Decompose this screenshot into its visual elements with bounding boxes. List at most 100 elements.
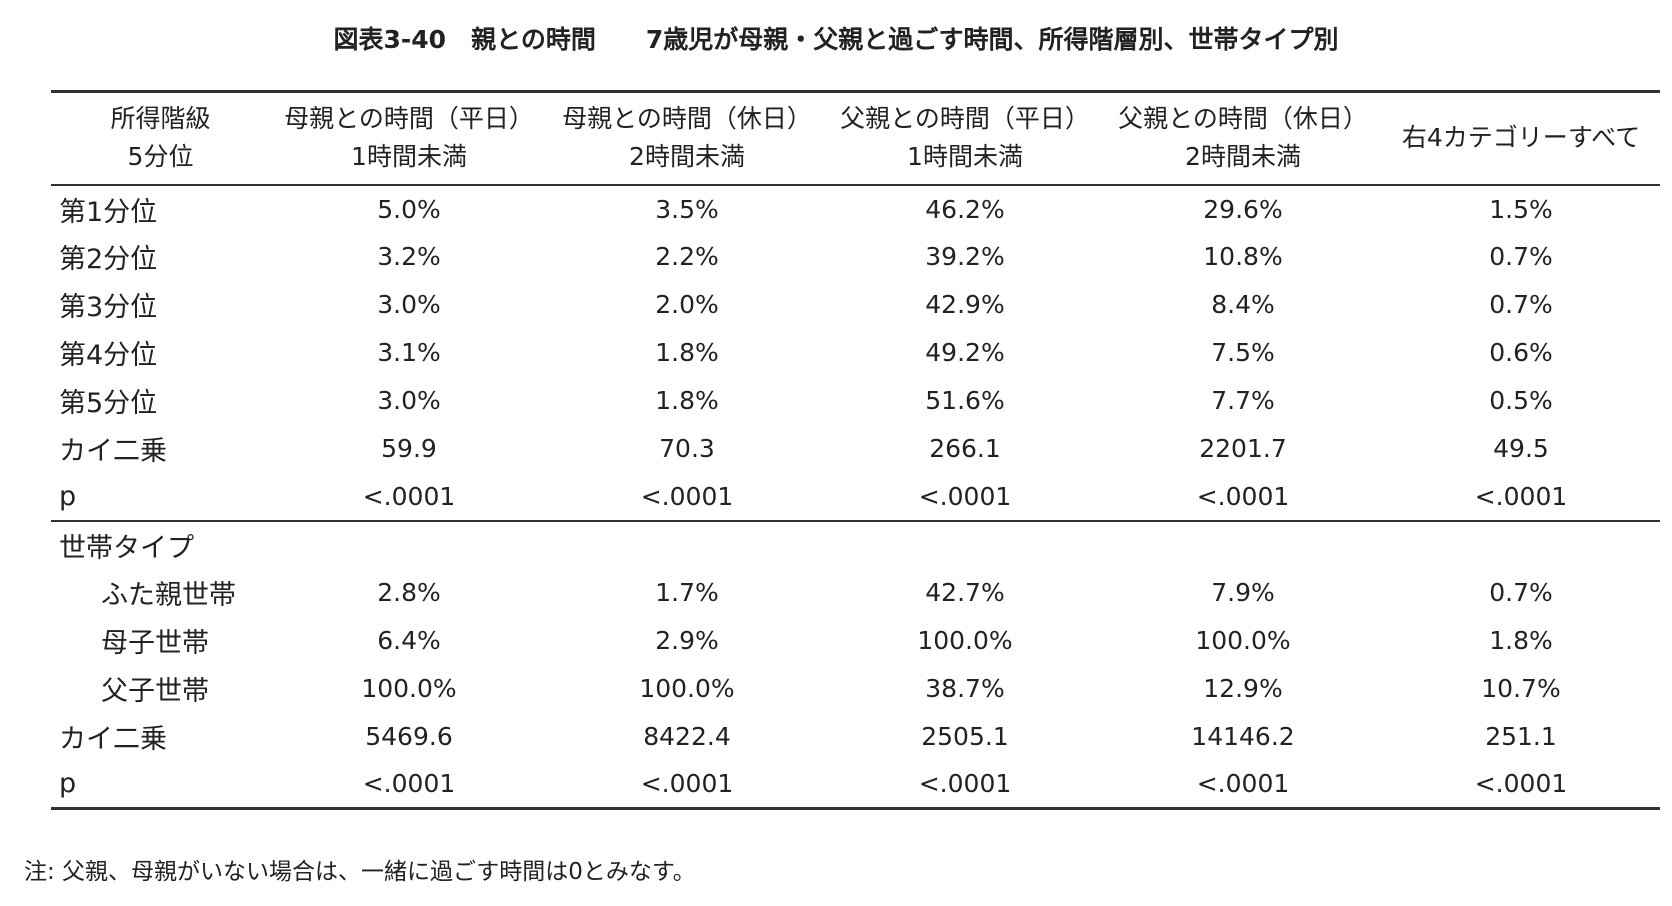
- cell: <.0001: [1196, 481, 1290, 511]
- header-line: 母親との時間（平日）: [284, 104, 534, 134]
- table-row: ふた親世帯 2.8% 1.7% 42.7% 7.9% 0.7%: [51, 569, 1660, 617]
- table-header: 所得階級 5分位 母親との時間（平日） 1時間未満 母親との時間（休日） 2時間未満 父親と…: [51, 91, 1660, 185]
- cell: <.0001: [1196, 769, 1290, 799]
- cell: 251.1: [1485, 722, 1557, 751]
- cell: 100.0%: [361, 674, 457, 703]
- cell: 38.7%: [925, 674, 1005, 703]
- cell: 0.5%: [1489, 386, 1553, 415]
- header-line: 1時間未満: [907, 142, 1023, 172]
- row-label: 母子世帯: [101, 628, 209, 659]
- header-cell: 母親との時間（休日） 2時間未満: [548, 92, 826, 185]
- cell: <.0001: [640, 769, 734, 799]
- cell: 266.1: [929, 434, 1001, 463]
- cell: <.0001: [640, 481, 734, 511]
- table-row: p <.0001 <.0001 <.0001 <.0001 <.0001: [51, 761, 1660, 809]
- row-label: カイ二乗: [59, 436, 167, 467]
- table-row: 母子世帯 6.4% 2.9% 100.0% 100.0% 1.8%: [51, 617, 1660, 665]
- row-label: 第4分位: [59, 340, 158, 371]
- header-cell: 母親との時間（平日） 1時間未満: [270, 92, 548, 185]
- data-table: 所得階級 5分位 母親との時間（平日） 1時間未満 母親との時間（休日） 2時間未満 父親と…: [51, 90, 1660, 810]
- row-label: カイ二乗: [59, 724, 167, 755]
- header-line: 2時間未満: [1185, 142, 1301, 172]
- cell: 3.5%: [655, 194, 719, 224]
- cell: 49.5: [1493, 434, 1549, 463]
- cell: 70.3: [659, 434, 715, 463]
- cell: 5469.6: [365, 722, 453, 751]
- cell: 46.2%: [925, 194, 1005, 224]
- cell: 1.8%: [1489, 626, 1553, 655]
- header-line: 右4カテゴリーすべて: [1401, 123, 1641, 153]
- table-row: カイ二乗 5469.6 8422.4 2505.1 14146.2 251.1: [51, 713, 1660, 761]
- cell: 3.0%: [377, 290, 441, 319]
- header-cell: 右4カテゴリーすべて: [1382, 92, 1660, 185]
- cell: <.0001: [362, 769, 456, 799]
- row-label: 第3分位: [59, 292, 158, 323]
- cell: 42.9%: [925, 290, 1005, 319]
- row-label: 第5分位: [59, 388, 158, 419]
- header-line: 父親との時間（平日）: [840, 104, 1090, 134]
- cell: 14146.2: [1191, 722, 1295, 751]
- cell: 0.7%: [1489, 242, 1553, 271]
- cell: 3.1%: [377, 338, 441, 367]
- cell: 0.6%: [1489, 338, 1553, 367]
- cell: 2201.7: [1199, 434, 1287, 463]
- cell: 3.2%: [377, 242, 441, 271]
- cell: 100.0%: [1195, 626, 1291, 655]
- cell: 6.4%: [377, 626, 441, 655]
- header-cell: 父親との時間（休日） 2時間未満: [1104, 92, 1382, 185]
- cell: 2.0%: [655, 290, 719, 319]
- cell: 8.4%: [1211, 290, 1275, 319]
- cell: 12.9%: [1203, 674, 1283, 703]
- row-label: 第2分位: [59, 244, 158, 275]
- header-line: 母親との時間（休日）: [562, 104, 812, 134]
- cell: 59.9: [381, 434, 437, 463]
- note: 注: 父親、母親がいない場合は、一緒に過ごす時間は0とみなす。: [24, 859, 696, 885]
- cell: 2505.1: [921, 722, 1009, 751]
- cell: 7.9%: [1211, 578, 1275, 607]
- row-label: p: [59, 480, 77, 512]
- header-line: 父親との時間（休日）: [1118, 104, 1368, 134]
- cell: 7.5%: [1211, 338, 1275, 367]
- header-cell: 父親との時間（平日） 1時間未満: [826, 92, 1104, 185]
- cell: 3.0%: [377, 386, 441, 415]
- cell: <.0001: [1474, 769, 1568, 799]
- cell: <.0001: [362, 481, 456, 511]
- table-row: 父子世帯 100.0% 100.0% 38.7% 12.9% 10.7%: [51, 665, 1660, 713]
- title: 図表3-40 親との時間 7歳児が母親・父親と過ごす時間、所得階層別、世帯タイプ…: [333, 25, 1339, 54]
- table-body: 第1分位 5.0% 3.5% 46.2% 29.6% 1.5% 第2分位 3.2% 2.2% 39…: [51, 185, 1660, 809]
- cell: <.0001: [918, 481, 1012, 511]
- header-line: 5分位: [127, 142, 194, 172]
- header-row: 所得階級 5分位 母親との時間（平日） 1時間未満 母親との時間（休日） 2時間未満 父親と…: [51, 91, 1660, 185]
- table-row: 第5分位 3.0% 1.8% 51.6% 7.7% 0.5%: [51, 377, 1660, 425]
- row-label: ふた親世帯: [101, 580, 236, 611]
- cell: 1.8%: [655, 386, 719, 415]
- table-row: 第2分位 3.2% 2.2% 39.2% 10.8% 0.7%: [51, 233, 1660, 281]
- cell: 0.7%: [1489, 290, 1553, 319]
- cell: 7.7%: [1211, 386, 1275, 415]
- table-row: 第4分位 3.1% 1.8% 49.2% 7.5% 0.6%: [51, 329, 1660, 377]
- cell: 10.7%: [1481, 674, 1561, 703]
- table-row: 第3分位 3.0% 2.0% 42.9% 8.4% 0.7%: [51, 281, 1660, 329]
- cell: 100.0%: [639, 674, 735, 703]
- cell: 29.6%: [1203, 194, 1283, 224]
- header-line: 2時間未満: [629, 142, 745, 172]
- header-line: 所得階級: [110, 104, 211, 134]
- table-row: 世帯タイプ: [51, 521, 1660, 569]
- cell: 1.8%: [655, 338, 719, 367]
- header-cell: 所得階級 5分位: [51, 92, 270, 185]
- header-line: 1時間未満: [351, 142, 467, 172]
- cell: <.0001: [918, 769, 1012, 799]
- cell: 2.8%: [377, 578, 441, 607]
- row-label: 第1分位: [59, 196, 158, 228]
- cell: 0.7%: [1489, 578, 1553, 607]
- table-row: カイ二乗 59.9 70.3 266.1 2201.7 49.5: [51, 425, 1660, 473]
- cell: 1.7%: [655, 578, 719, 607]
- cell: 39.2%: [925, 242, 1005, 271]
- cell: 10.8%: [1203, 242, 1283, 271]
- table-row: 第1分位 5.0% 3.5% 46.2% 29.6% 1.5%: [51, 185, 1660, 233]
- cell: 1.5%: [1489, 194, 1553, 224]
- row-label: 世帯タイプ: [59, 532, 194, 564]
- row-label: p: [59, 768, 77, 800]
- cell: 2.9%: [655, 626, 719, 655]
